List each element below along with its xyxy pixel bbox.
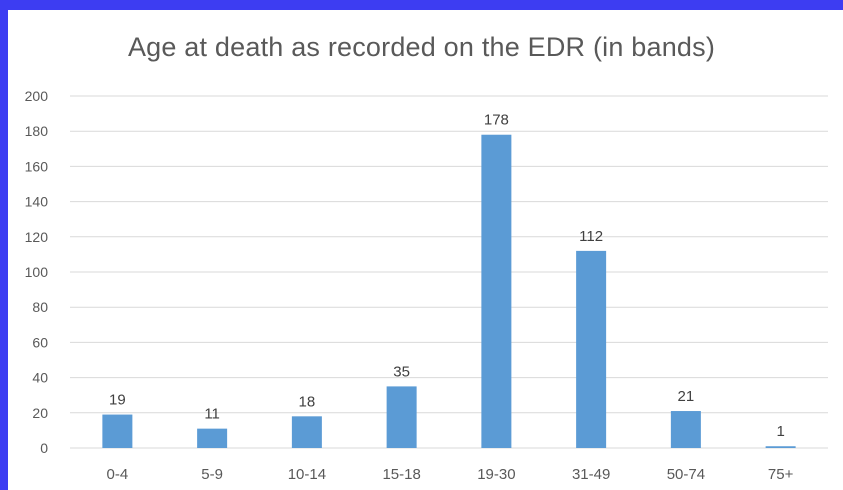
data-label: 35 [393,363,410,380]
bar [576,250,607,448]
bar [765,446,796,448]
y-tick-label: 20 [32,405,48,421]
x-tick-label: 15-18 [382,466,420,483]
data-label: 112 [579,228,603,245]
y-tick-label: 160 [25,158,49,174]
x-tick-label: 75+ [768,466,794,483]
y-axis-ticks: 0 20 40 60 80 100 120 140 160 180 200 [25,88,49,456]
y-tick-label: 0 [40,440,48,456]
data-label: 11 [204,406,220,423]
y-tick-label: 120 [25,229,49,245]
data-label: 1 [776,423,784,440]
y-tick-label: 200 [25,88,49,104]
x-tick-label: 10-14 [288,466,326,483]
data-label: 18 [299,393,316,410]
y-tick-label: 180 [25,123,49,139]
gridlines [70,95,828,449]
y-tick-label: 80 [32,299,48,315]
bar [197,428,228,448]
bar [481,134,512,448]
chart-frame [8,10,843,490]
bar [386,386,417,448]
bar [102,414,133,448]
bars [102,134,796,448]
x-tick-label: 31-49 [572,466,610,483]
y-tick-label: 100 [25,264,49,280]
bar [670,411,701,448]
y-tick-label: 60 [32,334,48,350]
data-label: 19 [109,392,126,409]
chart-title: Age at death as recorded on the EDR (in … [127,32,716,62]
x-tick-label: 19-30 [477,466,515,483]
y-tick-label: 40 [32,370,48,386]
data-labels: 19 11 18 35 178 112 21 1 [109,112,785,441]
data-label: 178 [484,112,509,129]
x-tick-label: 0-4 [107,466,129,483]
bar [291,416,322,448]
x-tick-label: 5-9 [201,466,223,483]
y-tick-label: 140 [25,194,49,210]
x-axis-ticks: 0-4 5-9 10-14 15-18 19-30 31-49 50-74 75+ [107,466,794,483]
x-tick-label: 50-74 [667,466,705,483]
data-label: 21 [678,388,695,405]
